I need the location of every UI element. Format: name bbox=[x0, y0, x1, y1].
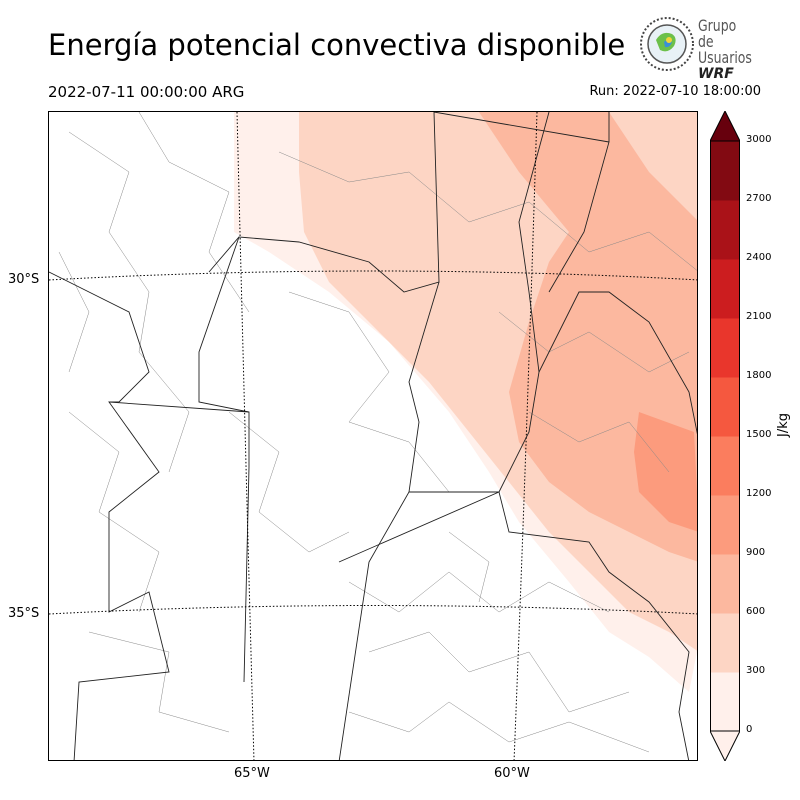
province-boundaries bbox=[49, 112, 697, 760]
colorbar-extend-max bbox=[710, 111, 740, 142]
logo-text-line3: WRF bbox=[698, 66, 734, 82]
colorbar-tick-label: 2400 bbox=[746, 252, 772, 263]
colorbar-tick-label: 300 bbox=[746, 665, 766, 676]
colorbar-tick-label: 600 bbox=[746, 606, 766, 617]
colorbar-segment bbox=[710, 495, 740, 555]
wrf-logo: Grupo de Usuarios WRF bbox=[638, 16, 762, 82]
colorbar-tick-label: 0 bbox=[746, 724, 753, 735]
colorbar-tick-label: 1800 bbox=[746, 370, 772, 381]
colorbar-segment bbox=[710, 200, 740, 260]
colorbar-segment bbox=[710, 436, 740, 496]
colorbar-tick-label: 2700 bbox=[746, 193, 772, 204]
colorbar-unit: J/kg bbox=[776, 413, 791, 437]
colorbar-segment bbox=[710, 259, 740, 319]
map-panel[interactable] bbox=[48, 111, 698, 761]
cape-shading bbox=[234, 112, 697, 692]
colorbar-tick-label: 1500 bbox=[746, 429, 772, 440]
colorbar-extend-min bbox=[710, 730, 740, 761]
logo-text-line2: Usuarios bbox=[698, 48, 752, 67]
globe-logo-icon bbox=[640, 17, 694, 71]
department-boundaries bbox=[58, 112, 697, 753]
lon-label-65w: 65°W bbox=[234, 766, 270, 781]
lat-label-35s: 35°S bbox=[8, 606, 40, 621]
valid-time: 2022-07-11 00:00:00 ARG bbox=[48, 83, 245, 101]
logo-text-line1: Grupo de bbox=[698, 16, 737, 51]
colorbar-tick-label: 2100 bbox=[746, 311, 772, 322]
page-title: Energía potencial convectiva disponible bbox=[48, 28, 626, 62]
colorbar-segment bbox=[710, 141, 740, 201]
colorbar bbox=[710, 111, 740, 761]
colorbar-tick-label: 1200 bbox=[746, 488, 772, 499]
colorbar-tick-label: 3000 bbox=[746, 134, 772, 145]
colorbar-segment bbox=[710, 554, 740, 614]
run-time: Run: 2022-07-10 18:00:00 bbox=[589, 84, 761, 99]
colorbar-segment bbox=[710, 318, 740, 378]
cape-900-1200 bbox=[634, 412, 697, 532]
colorbar-segment bbox=[710, 613, 740, 673]
colorbar-frame bbox=[710, 140, 740, 732]
colorbar-segment bbox=[710, 672, 740, 732]
cape-map bbox=[49, 112, 697, 760]
graticule bbox=[49, 112, 697, 760]
lat-label-30s: 30°S bbox=[8, 272, 40, 287]
colorbar-tick-label: 900 bbox=[746, 547, 766, 558]
lon-label-60w: 60°W bbox=[494, 766, 530, 781]
colorbar-segment bbox=[710, 377, 740, 437]
